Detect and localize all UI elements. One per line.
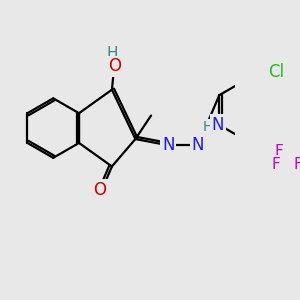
Text: F: F [293, 157, 300, 172]
Text: N: N [212, 116, 224, 134]
Text: H: H [107, 46, 118, 61]
Text: O: O [108, 57, 121, 75]
Text: O: O [93, 181, 106, 199]
Text: H: H [202, 120, 213, 134]
Text: N: N [192, 136, 204, 154]
Text: F: F [271, 157, 280, 172]
Text: Cl: Cl [268, 64, 284, 82]
Text: N: N [162, 136, 175, 154]
Text: F: F [274, 144, 283, 159]
